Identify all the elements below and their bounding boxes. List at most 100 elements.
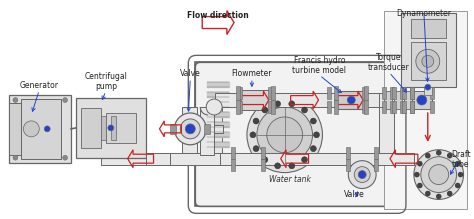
Bar bbox=[384, 11, 466, 209]
Circle shape bbox=[429, 165, 449, 185]
Bar bbox=[101, 116, 106, 140]
Bar bbox=[402, 87, 406, 99]
Bar bbox=[384, 91, 392, 109]
Circle shape bbox=[13, 98, 18, 102]
Bar bbox=[410, 87, 414, 99]
Bar bbox=[271, 86, 275, 100]
Bar bbox=[238, 101, 242, 113]
Bar bbox=[379, 93, 387, 107]
Bar bbox=[410, 101, 414, 113]
Circle shape bbox=[247, 97, 322, 173]
Bar bbox=[364, 86, 368, 100]
Bar bbox=[376, 153, 414, 165]
Circle shape bbox=[421, 157, 456, 193]
Bar bbox=[111, 116, 116, 140]
Circle shape bbox=[23, 121, 39, 137]
Bar bbox=[106, 113, 136, 143]
Circle shape bbox=[185, 124, 195, 134]
Circle shape bbox=[310, 146, 316, 152]
Circle shape bbox=[267, 117, 302, 153]
Bar bbox=[411, 19, 446, 39]
Bar bbox=[382, 87, 386, 99]
Bar bbox=[208, 125, 223, 133]
Bar bbox=[9, 103, 21, 155]
Circle shape bbox=[347, 96, 355, 104]
Circle shape bbox=[348, 161, 376, 189]
Bar bbox=[328, 87, 331, 99]
Bar bbox=[382, 101, 386, 113]
Circle shape bbox=[455, 183, 460, 188]
Bar bbox=[364, 100, 368, 114]
Bar bbox=[410, 101, 414, 113]
Circle shape bbox=[274, 163, 281, 169]
Bar bbox=[146, 153, 171, 165]
Circle shape bbox=[417, 183, 422, 188]
Bar bbox=[346, 159, 350, 171]
Circle shape bbox=[455, 161, 460, 166]
Circle shape bbox=[13, 155, 18, 160]
Bar bbox=[362, 101, 366, 113]
Circle shape bbox=[301, 157, 308, 163]
Bar bbox=[81, 108, 101, 148]
FancyBboxPatch shape bbox=[195, 62, 399, 206]
Circle shape bbox=[108, 125, 114, 131]
Circle shape bbox=[436, 150, 441, 155]
Bar bbox=[238, 90, 273, 110]
Circle shape bbox=[44, 126, 50, 132]
Circle shape bbox=[425, 191, 430, 196]
Bar bbox=[402, 101, 406, 113]
Bar bbox=[392, 87, 396, 99]
Bar bbox=[231, 147, 235, 159]
Bar bbox=[404, 91, 412, 109]
Circle shape bbox=[181, 119, 200, 139]
Text: Valve: Valve bbox=[344, 191, 365, 200]
Text: Francis hydro
turbine model: Francis hydro turbine model bbox=[292, 56, 346, 75]
Text: Centrifugal
pump: Centrifugal pump bbox=[84, 72, 128, 91]
Bar bbox=[346, 147, 350, 159]
Circle shape bbox=[447, 153, 452, 158]
Circle shape bbox=[206, 99, 222, 115]
Circle shape bbox=[301, 107, 308, 113]
Circle shape bbox=[289, 101, 295, 107]
Text: Torque
transducer: Torque transducer bbox=[368, 53, 410, 72]
Bar bbox=[328, 101, 331, 113]
Bar bbox=[410, 87, 414, 99]
Bar bbox=[9, 95, 71, 163]
Bar bbox=[390, 101, 394, 113]
Bar bbox=[392, 101, 396, 113]
Bar bbox=[207, 107, 222, 153]
Circle shape bbox=[414, 172, 419, 177]
Circle shape bbox=[425, 153, 430, 158]
Circle shape bbox=[436, 194, 441, 199]
Circle shape bbox=[447, 191, 452, 196]
Text: Water tank: Water tank bbox=[269, 175, 310, 184]
Circle shape bbox=[310, 118, 316, 124]
Bar bbox=[195, 62, 399, 206]
Circle shape bbox=[354, 167, 370, 182]
Circle shape bbox=[422, 55, 434, 67]
Bar bbox=[374, 147, 378, 159]
Text: Flow direction: Flow direction bbox=[187, 11, 249, 20]
Bar bbox=[362, 87, 366, 99]
Text: Valve: Valve bbox=[180, 69, 201, 78]
Circle shape bbox=[458, 172, 463, 177]
Bar bbox=[374, 159, 378, 171]
Bar bbox=[21, 99, 61, 159]
Text: Flowmeter: Flowmeter bbox=[232, 69, 272, 78]
Bar bbox=[182, 107, 197, 153]
Bar bbox=[334, 86, 338, 100]
Bar bbox=[238, 87, 242, 99]
Bar bbox=[200, 107, 214, 155]
Circle shape bbox=[414, 150, 464, 200]
Bar bbox=[401, 13, 456, 87]
Bar bbox=[215, 93, 379, 107]
Text: Generator: Generator bbox=[20, 81, 59, 90]
Bar bbox=[215, 153, 379, 165]
Bar bbox=[271, 100, 275, 114]
Circle shape bbox=[257, 107, 312, 163]
Circle shape bbox=[358, 171, 366, 178]
Bar bbox=[101, 153, 220, 165]
Bar bbox=[412, 91, 432, 109]
Circle shape bbox=[253, 118, 259, 124]
Circle shape bbox=[63, 155, 68, 160]
